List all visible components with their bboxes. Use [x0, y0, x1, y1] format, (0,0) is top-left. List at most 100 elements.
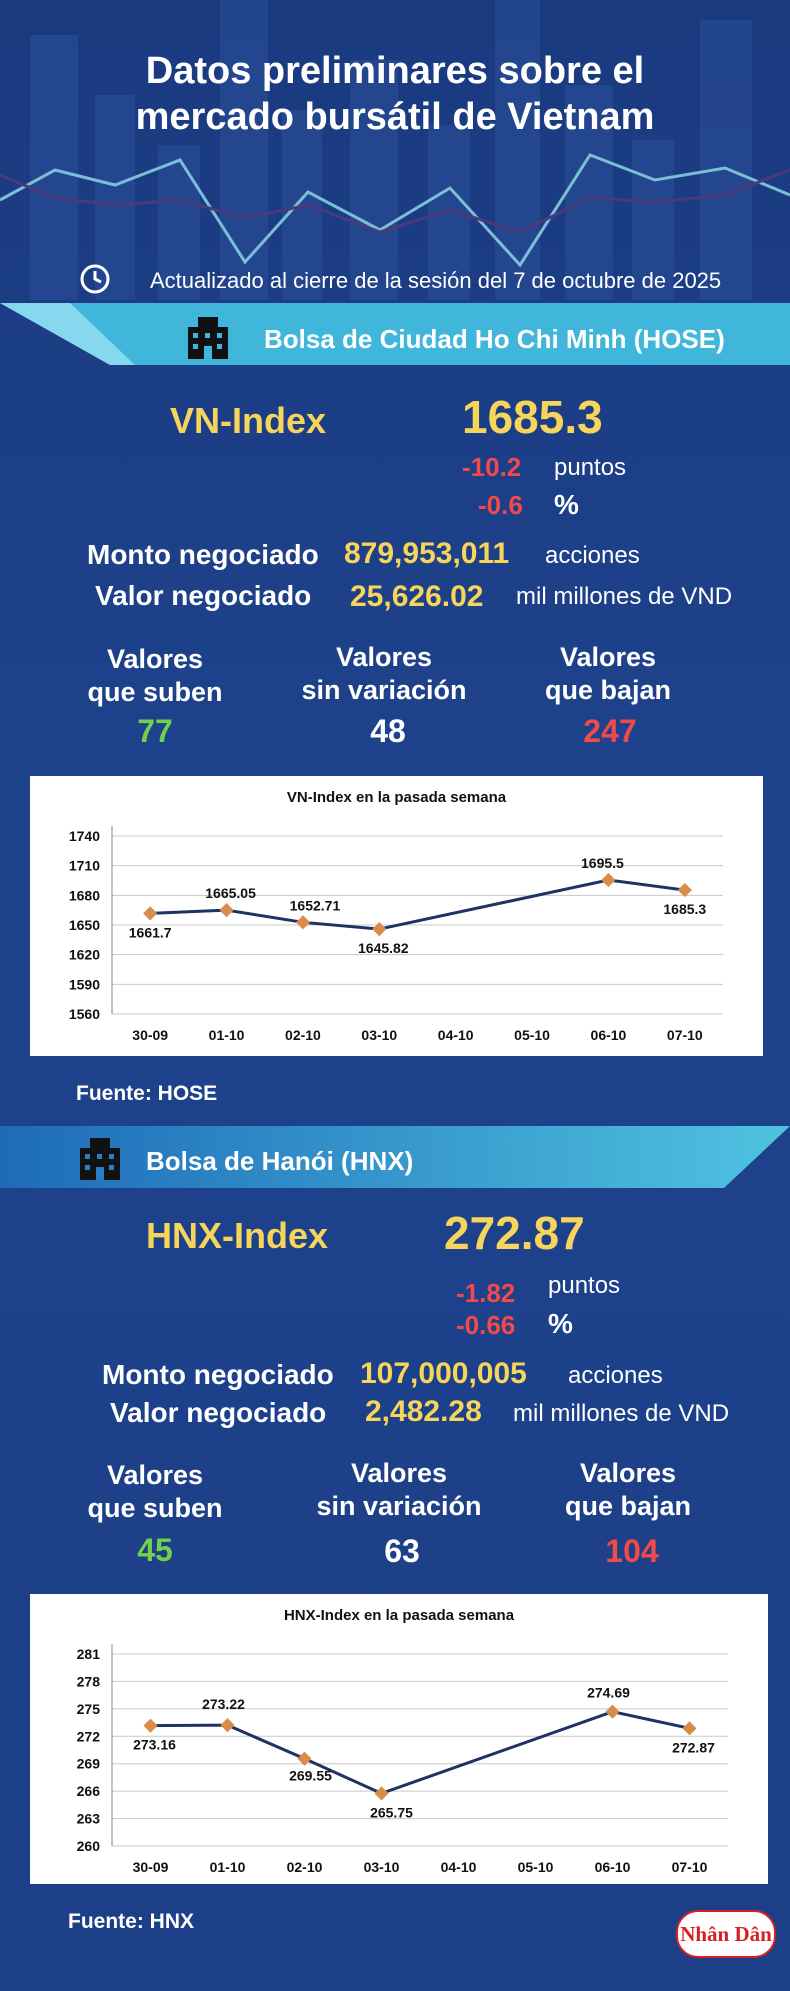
- data-point: [219, 903, 234, 918]
- hose-index-value: 1685.3: [462, 391, 603, 443]
- data-point: [605, 1704, 620, 1719]
- hose-up-value: 77: [137, 713, 173, 749]
- x-tick-label: 03-10: [361, 1027, 397, 1043]
- hose-up-label: Valores que suben: [45, 643, 265, 709]
- x-tick-label: 01-10: [209, 1027, 245, 1043]
- y-tick-label: 1590: [69, 976, 100, 992]
- data-point: [677, 883, 692, 898]
- chart-title: HNX-Index en la pasada semana: [284, 1607, 515, 1624]
- data-point: [374, 1786, 389, 1801]
- hnx-chart-panel: HNX-Index en la pasada semana 281 278 275 27…: [30, 1594, 768, 1884]
- x-tick-label: 07-10: [672, 1859, 708, 1875]
- hose-down-label-1: Valores: [559, 642, 657, 672]
- title-line-1: Datos preliminares sobre el: [145, 50, 645, 92]
- data-point: [220, 1718, 235, 1733]
- hose-down-label: Valores que bajan: [498, 641, 718, 707]
- hnx-up-value: 45: [137, 1532, 173, 1568]
- y-tick-label: 278: [77, 1673, 101, 1689]
- y-tick-label: 263: [77, 1811, 101, 1827]
- x-tick-label: 02-10: [285, 1027, 321, 1043]
- hose-volume-label: Monto negociado: [87, 539, 319, 570]
- data-label: 274.69: [587, 1685, 630, 1701]
- hose-down-label-2: que bajan: [544, 675, 672, 705]
- data-label: 1665.05: [205, 885, 256, 901]
- hnx-value-label: Valor negociado: [110, 1397, 327, 1428]
- hose-pct-label: %: [554, 489, 579, 520]
- clock-icon: [80, 264, 110, 294]
- y-tick-label: 260: [77, 1838, 101, 1854]
- title-line-2: mercado bursátil de Vietnam: [135, 96, 655, 138]
- data-point: [295, 915, 311, 930]
- hnx-value-value: 2,482.28: [365, 1395, 482, 1428]
- hnx-down-label: Valores que bajan: [518, 1457, 738, 1523]
- data-point: [143, 906, 158, 921]
- hnx-chart: HNX-Index en la pasada semana 281 278 275 27…: [77, 1607, 728, 1875]
- hnx-change-points: -1.82: [456, 1278, 516, 1308]
- hose-up-label-1: Valores: [106, 644, 204, 674]
- hnx-flat-label: Valores sin variación: [289, 1457, 509, 1523]
- y-tick-label: 1620: [69, 947, 100, 963]
- hose-flat-label-2: sin variación: [301, 675, 467, 705]
- data-label: 1645.82: [358, 940, 409, 956]
- y-tick-label: 1650: [69, 917, 100, 933]
- data-point: [682, 1721, 697, 1736]
- hnx-down-label-1: Valores: [579, 1458, 677, 1488]
- x-tick-label: 07-10: [667, 1027, 703, 1043]
- hnx-flat-value: 63: [384, 1533, 420, 1569]
- hnx-pct-label: %: [548, 1308, 573, 1339]
- data-label: 272.87: [672, 1739, 715, 1755]
- y-tick-label: 1710: [69, 858, 100, 874]
- hose-value-value: 25,626.02: [350, 580, 484, 613]
- data-label: 265.75: [370, 1804, 413, 1820]
- x-tick-label: 05-10: [514, 1027, 550, 1043]
- hose-value-label: Valor negociado: [95, 580, 312, 611]
- hnx-volume-value: 107,000,005: [360, 1357, 527, 1390]
- x-tick-label: 30-09: [132, 1027, 168, 1043]
- hose-change-pct: -0.6: [478, 490, 523, 520]
- x-tick-label: 02-10: [287, 1859, 323, 1875]
- page-title: Datos preliminares sobre el mercado burs…: [0, 48, 790, 140]
- data-point: [601, 872, 616, 888]
- y-tick-label: 269: [77, 1756, 101, 1772]
- series-line: [150, 1710, 690, 1796]
- hose-index-name: VN-Index: [170, 400, 327, 441]
- x-tick-label: 03-10: [364, 1859, 400, 1875]
- hnx-up-label-1: Valores: [106, 1460, 204, 1490]
- data-point: [372, 922, 387, 937]
- hnx-down-value: 104: [605, 1533, 659, 1569]
- y-tick-label: 266: [77, 1783, 101, 1799]
- series-line: [150, 878, 686, 931]
- data-label: 1661.7: [129, 924, 172, 940]
- y-tick-label: 272: [77, 1728, 101, 1744]
- chart-title: VN-Index en la pasada semana: [287, 789, 507, 806]
- y-tick-label: 281: [77, 1646, 101, 1662]
- hnx-band: [0, 1126, 790, 1188]
- hose-change-points: -10.2: [462, 452, 522, 482]
- hnx-value-unit: mil millones de VND: [513, 1400, 730, 1427]
- hose-volume-value: 879,953,011: [344, 537, 510, 570]
- building-icon: [80, 1138, 120, 1180]
- hnx-source: Fuente: HNX: [68, 1910, 194, 1933]
- x-tick-label: 04-10: [438, 1027, 474, 1043]
- data-point: [143, 1718, 158, 1733]
- x-tick-label: 01-10: [210, 1859, 246, 1875]
- data-label: 1685.3: [663, 901, 706, 917]
- hose-value-unit: mil millones de VND: [516, 583, 733, 610]
- hnx-flat-label-2: sin variación: [316, 1491, 482, 1521]
- hnx-volume-label: Monto negociado: [102, 1359, 334, 1390]
- updated-text: Actualizado al cierre de la sesión del 7…: [150, 268, 722, 293]
- data-label: 1652.71: [290, 897, 341, 913]
- hnx-up-label: Valores que suben: [45, 1459, 265, 1525]
- x-tick-label: 05-10: [518, 1859, 554, 1875]
- hose-flat-label: Valores sin variación: [274, 641, 494, 707]
- x-tick-label: 30-09: [133, 1859, 169, 1875]
- building-icon: [188, 317, 228, 359]
- data-label: 1695.5: [581, 855, 624, 871]
- hnx-points-label: puntos: [548, 1272, 621, 1299]
- hnx-index-name: HNX-Index: [146, 1215, 329, 1256]
- hose-down-value: 247: [583, 713, 637, 749]
- hnx-index-value: 272.87: [444, 1207, 585, 1259]
- y-tick-label: 1680: [69, 887, 100, 903]
- hose-band-title: Bolsa de Ciudad Ho Chi Minh (HOSE): [264, 324, 725, 354]
- header-decoration: [0, 0, 790, 300]
